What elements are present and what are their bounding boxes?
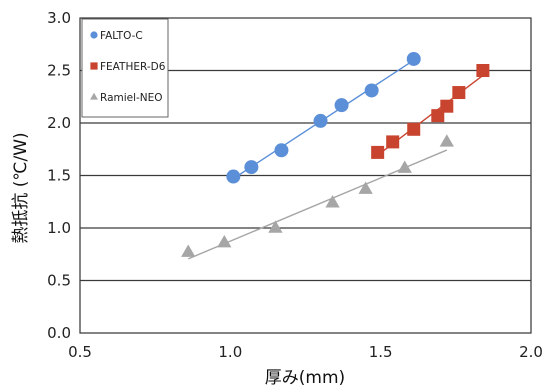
- legend-marker-ramiel-neo: [90, 92, 98, 100]
- data-point-falto-c: [274, 143, 289, 158]
- data-point-feather-d6: [440, 99, 454, 113]
- data-point-falto-c: [313, 113, 328, 128]
- y-tick-label: 1.0: [47, 219, 71, 237]
- x-tick-label: 1.0: [218, 343, 242, 361]
- data-point-falto-c: [406, 51, 421, 66]
- y-tick-label: 0.5: [47, 272, 71, 290]
- data-point-feather-d6: [452, 86, 466, 100]
- data-point-ramiel-neo: [358, 181, 373, 194]
- y-tick-label: 2.5: [47, 62, 71, 80]
- data-point-feather-d6: [407, 122, 421, 136]
- data-point-feather-d6: [371, 145, 385, 159]
- y-tick-label: 2.0: [47, 114, 71, 132]
- data-point-falto-c: [334, 98, 349, 113]
- x-axis-title: 厚み(mm): [265, 368, 345, 388]
- data-point-ramiel-neo: [268, 220, 283, 233]
- y-axis-title: 熱抵抗 (℃/W): [11, 132, 31, 243]
- data-point-ramiel-neo: [439, 134, 454, 147]
- data-point-falto-c: [244, 160, 259, 175]
- y-tick-label: 3.0: [47, 9, 71, 27]
- legend-label: FEATHER-D6: [100, 61, 166, 73]
- data-point-ramiel-neo: [217, 235, 232, 248]
- trend-lines: [187, 59, 484, 260]
- legend-marker-falto-c: [90, 31, 98, 39]
- x-tick-label: 2.0: [519, 343, 543, 361]
- legend-label: FALTO-C: [100, 30, 143, 42]
- data-point-falto-c: [226, 169, 241, 184]
- data-point-feather-d6: [386, 135, 400, 149]
- tick-labels: 0.00.51.01.52.02.53.00.5 1.0 1.5 2.0: [47, 9, 543, 361]
- legend-marker-feather-d6: [90, 62, 98, 70]
- legend-label: Ramiel-NEO: [100, 92, 163, 104]
- data-point-ramiel-neo: [397, 160, 412, 173]
- x-tick-label: 1.5: [369, 343, 393, 361]
- data-point-falto-c: [364, 83, 379, 98]
- data-point-feather-d6: [476, 64, 490, 77]
- data-point-ramiel-neo: [181, 244, 196, 257]
- y-tick-label: 0.0: [47, 324, 71, 342]
- legend: FALTO-C FEATHER-D6 Ramiel-NEO: [81, 18, 169, 118]
- x-tick-label: 0.5: [68, 343, 92, 361]
- y-tick-label: 1.5: [47, 167, 71, 185]
- data-markers: [181, 51, 490, 257]
- data-point-ramiel-neo: [325, 195, 340, 208]
